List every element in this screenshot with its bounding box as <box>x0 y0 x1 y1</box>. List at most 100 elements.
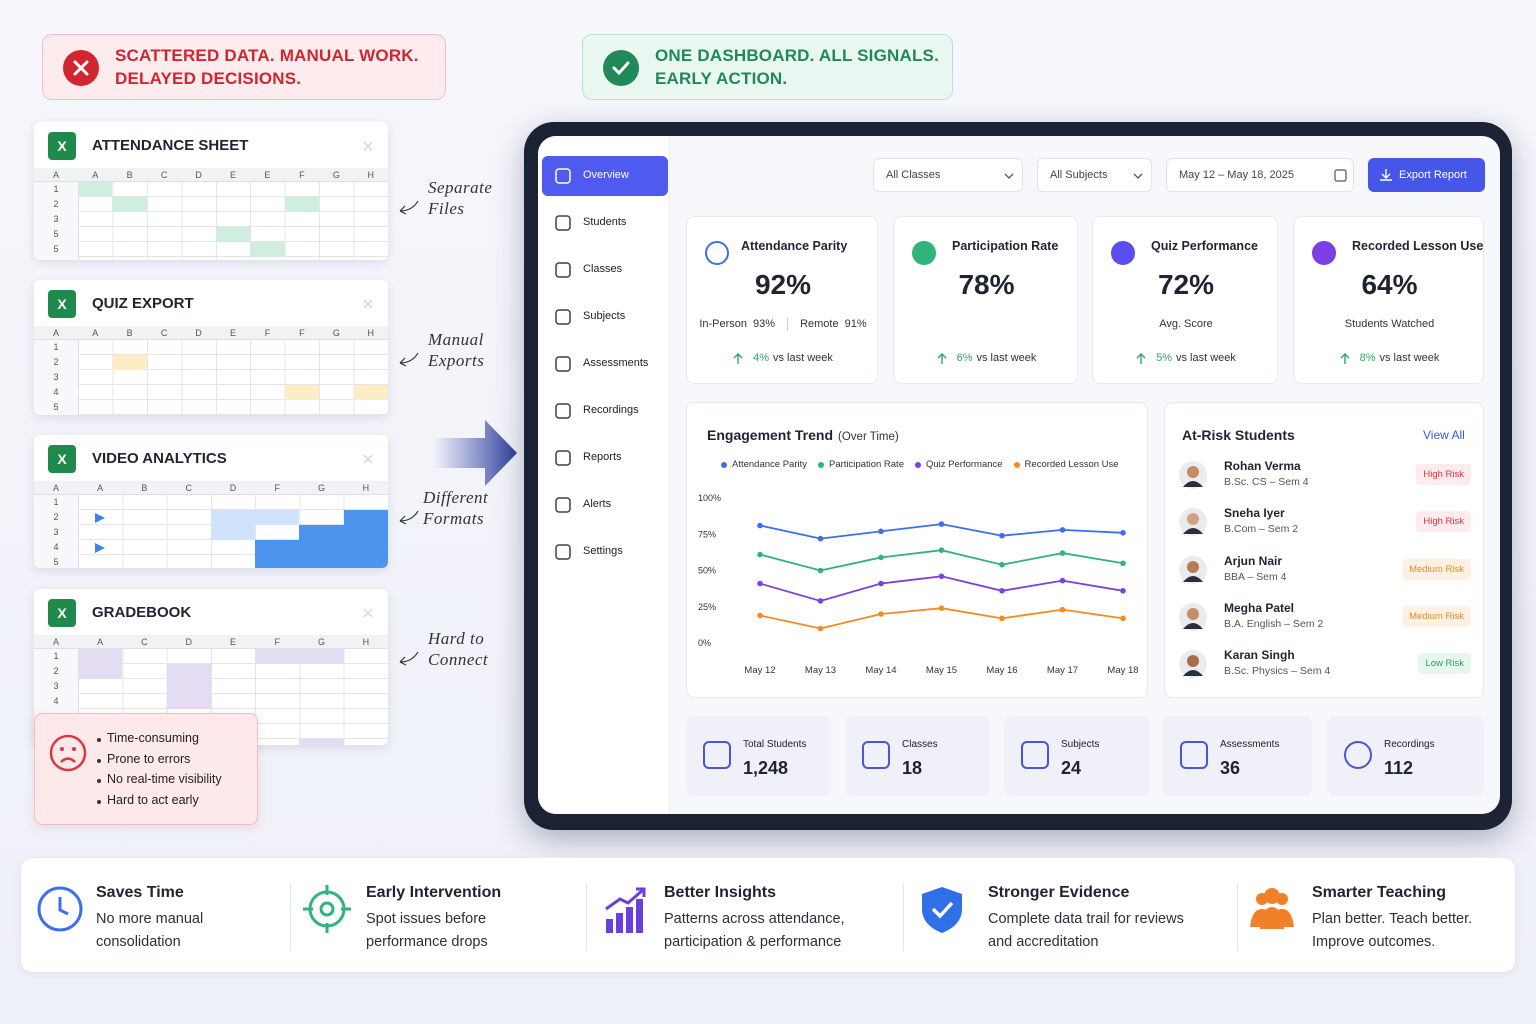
filter-select[interactable]: All Classes <box>873 158 1023 192</box>
data-point <box>1120 588 1126 594</box>
cell-highlight <box>78 664 123 679</box>
data-point <box>757 522 763 529</box>
nav-label: Classes <box>583 263 623 275</box>
handwritten-note: Connect <box>428 650 489 669</box>
banner-icon <box>63 50 99 86</box>
stat-card: Classes 18 <box>845 716 990 796</box>
nav-item[interactable]: Reports <box>542 438 668 478</box>
filter-select[interactable]: All Subjects <box>1037 158 1152 192</box>
kpi-value: 92% <box>754 269 812 300</box>
nav-item[interactable]: Students <box>542 203 668 243</box>
pain-box: Time-consuming Prone to errors No real-tim… <box>34 713 258 825</box>
nav-icon <box>555 544 571 560</box>
mouth <box>60 757 76 763</box>
cell-highlight <box>299 555 344 568</box>
nav-item[interactable]: Classes <box>542 250 668 290</box>
clock-hands <box>58 897 69 916</box>
student-program: B.A. English – Sem 2 <box>1224 617 1324 630</box>
student-program: B.Com – Sem 2 <box>1224 523 1299 536</box>
nav-label: Alerts <box>583 498 612 510</box>
column-letter: H <box>362 637 370 647</box>
student-name: Megha Patel <box>1224 600 1295 615</box>
risk-badge: Medium Risk <box>1402 558 1471 580</box>
close-icon <box>363 454 373 464</box>
dashboard-screen: Overview Students Classes Subjects Assessmen… <box>538 136 1500 814</box>
chevron <box>1004 173 1014 179</box>
student-name: Karan Singh <box>1224 648 1295 663</box>
nav-label: Subjects <box>583 310 626 322</box>
kpi-change-text: vs last week <box>1379 352 1440 364</box>
nav-icon <box>555 403 571 419</box>
banner-text: DELAYED DECISIONS. <box>115 69 302 88</box>
risk-badge: High Risk <box>1416 464 1471 485</box>
data-point <box>878 611 884 617</box>
data-point <box>757 612 763 619</box>
benefit-icon <box>605 887 646 933</box>
student-name: Arjun Nair <box>1224 553 1283 568</box>
kpi-card: Participation Rate 78% 6% vs last week <box>893 216 1078 384</box>
stat-icon-shape <box>1344 741 1372 769</box>
nav-item[interactable]: Assessments <box>542 344 668 384</box>
stat-card: Subjects 24 <box>1004 716 1149 796</box>
nav-item[interactable]: Recordings <box>542 391 668 431</box>
bar-icon <box>626 907 633 933</box>
column-letter: A <box>52 637 59 647</box>
column-letter: F <box>274 637 281 647</box>
pain-point: No real-time visibility <box>107 772 222 786</box>
column-letter: A <box>52 483 59 493</box>
nav-item[interactable]: Overview <box>542 156 668 196</box>
student-avatar <box>1179 650 1207 679</box>
data-point <box>938 573 945 580</box>
avatar-face <box>1187 560 1199 573</box>
benefit-text: Improve outcomes. <box>1312 934 1436 950</box>
data-point <box>999 561 1005 568</box>
nav-icon-shape <box>555 356 571 372</box>
legend-swatch <box>721 461 727 468</box>
kpi-card: Quiz Performance 72% Avg. Score 5% vs last w… <box>1092 216 1278 384</box>
kpi-icon <box>1111 241 1135 265</box>
nav-icon-shape <box>555 168 571 184</box>
nav-item[interactable]: Settings <box>542 532 668 572</box>
cell-highlight <box>250 242 285 257</box>
benefit-title: Stronger Evidence <box>988 884 1130 901</box>
benefit-text: performance drops <box>366 934 488 950</box>
row-number: 5 <box>53 229 59 239</box>
stat-label: Assessments <box>1220 739 1280 750</box>
nav-icon <box>555 309 571 325</box>
column-letter: H <box>367 170 375 180</box>
handwritten-note: Separate <box>428 178 493 197</box>
up-arrow <box>937 352 947 364</box>
cell-highlight <box>299 739 344 745</box>
chart-card: Engagement Trend (Over Time) Attendance Pa… <box>686 402 1148 698</box>
data-point <box>999 532 1005 539</box>
data-point <box>878 554 884 561</box>
export-label: Export Report <box>1399 169 1467 181</box>
data-point <box>938 605 945 611</box>
legend-item: Participation Rate <box>818 459 904 470</box>
nav-item[interactable]: Subjects <box>542 297 668 337</box>
pain-point: Hard to act early <box>107 792 199 807</box>
view-all-link[interactable]: View All <box>1423 428 1465 442</box>
stat-card: Assessments 36 <box>1163 716 1312 796</box>
divider <box>903 883 904 951</box>
target-center <box>319 901 335 917</box>
excel-icon: X <box>48 445 76 473</box>
icon-x <box>73 60 89 76</box>
avatar-face <box>1187 513 1199 526</box>
nav-item[interactable]: Alerts <box>542 485 668 525</box>
column-letter: E <box>229 170 236 180</box>
kpi-icon <box>1312 241 1336 265</box>
cell-highlight <box>255 555 300 568</box>
nav-label: Settings <box>583 545 623 557</box>
stat-icon-shape <box>703 741 731 769</box>
download-icon <box>1380 169 1392 181</box>
export-button[interactable]: Export Report <box>1368 158 1485 192</box>
row-number: 5 <box>53 557 59 567</box>
series-line <box>759 607 1124 630</box>
cell-highlight <box>210 510 256 525</box>
stat-icon-shape <box>862 741 890 769</box>
filter-select[interactable]: May 12 – May 18, 2025 <box>1166 158 1354 192</box>
arrow <box>1340 352 1350 364</box>
arrow <box>399 651 419 666</box>
